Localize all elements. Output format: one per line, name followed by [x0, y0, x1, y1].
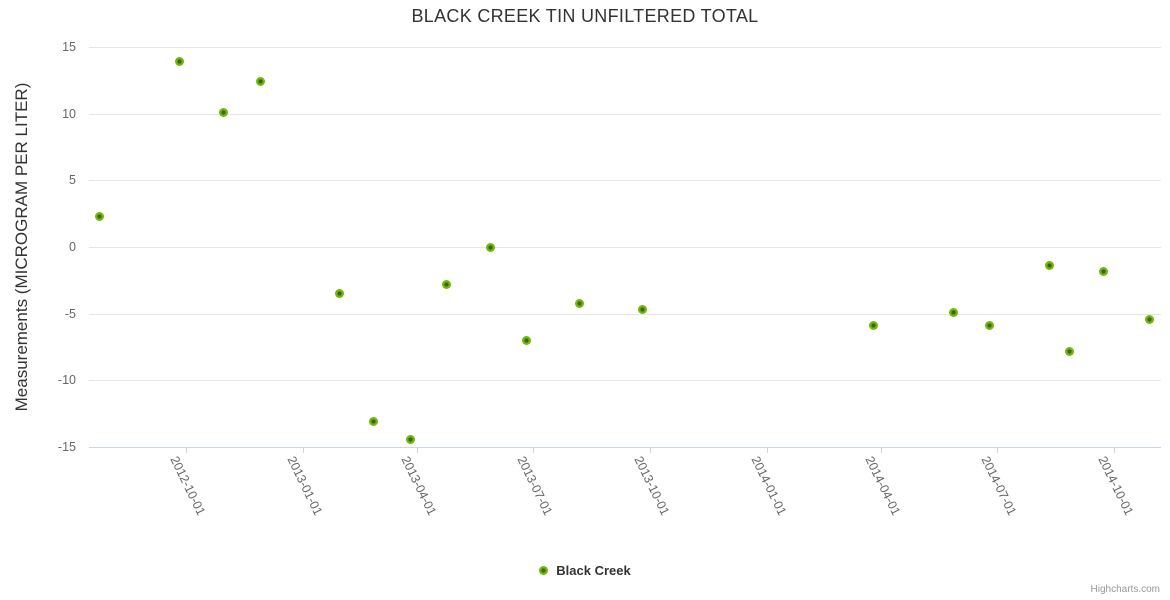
- x-axis-tick-mark: [532, 447, 534, 453]
- x-axis-tick-label: 2014-01-01: [748, 454, 789, 518]
- data-point[interactable]: [406, 434, 416, 444]
- y-axis-tick-label: 5: [69, 173, 76, 188]
- x-axis-tick-mark: [881, 447, 883, 453]
- y-gridline: [89, 47, 1161, 48]
- x-axis-tick-label: 2014-07-01: [978, 454, 1019, 518]
- data-point[interactable]: [94, 211, 104, 221]
- data-point[interactable]: [1044, 261, 1054, 271]
- highcharts-credits-link[interactable]: Highcharts.com: [1090, 584, 1160, 595]
- data-point[interactable]: [575, 298, 585, 308]
- x-axis-tick-mark: [185, 447, 187, 453]
- data-point[interactable]: [174, 57, 184, 67]
- x-axis-tick-label: 2013-07-01: [514, 454, 555, 518]
- y-gridline: [89, 180, 1161, 182]
- y-gridline: [89, 380, 1161, 382]
- x-axis-tick-label: 2013-04-01: [398, 454, 440, 518]
- y-gridline: [89, 113, 1161, 115]
- chart-title: BLACK CREEK TIN UNFILTERED TOTAL: [411, 6, 759, 26]
- legend: Black Creek: [0, 563, 1170, 578]
- legend-item-label: Black Creek: [556, 563, 631, 578]
- data-point[interactable]: [335, 289, 344, 299]
- data-point[interactable]: [441, 279, 451, 289]
- data-point[interactable]: [369, 417, 379, 427]
- data-point[interactable]: [637, 305, 647, 315]
- data-point[interactable]: [869, 321, 879, 331]
- data-point[interactable]: [1099, 266, 1109, 276]
- x-axis-tick-label: 2014-10-01: [1095, 454, 1136, 518]
- y-axis-tick-label: 10: [62, 106, 76, 121]
- data-point[interactable]: [521, 335, 531, 345]
- y-gridline: [89, 313, 1161, 315]
- data-point[interactable]: [1064, 346, 1074, 356]
- data-point[interactable]: [1145, 314, 1155, 324]
- x-axis-tick-mark: [1113, 447, 1115, 453]
- y-axis-tick-label: -15: [57, 440, 76, 454]
- x-axis-tick-label: 2012-10-01: [167, 454, 208, 518]
- y-axis-tick-label: 15: [62, 40, 76, 54]
- legend-item-black-creek[interactable]: Black Creek: [539, 563, 631, 578]
- data-point[interactable]: [256, 77, 266, 87]
- x-axis-line: [89, 447, 1161, 448]
- x-axis-tick-label: 2013-01-01: [284, 454, 325, 518]
- data-point[interactable]: [486, 242, 496, 252]
- x-axis-tick-mark: [766, 447, 768, 453]
- x-axis-tick-mark: [417, 447, 419, 453]
- x-axis-tick-mark: [302, 447, 304, 453]
- y-axis-tick-label: -10: [57, 373, 76, 388]
- x-axis-tick-mark: [996, 447, 998, 453]
- y-gridline: [89, 247, 1161, 248]
- x-axis-tick-mark: [649, 447, 651, 453]
- x-axis-tick-label: 2013-10-01: [631, 454, 672, 518]
- y-axis-tick-label: 0: [69, 240, 76, 254]
- data-point[interactable]: [949, 307, 959, 317]
- y-axis-tick-label: -5: [64, 306, 76, 321]
- x-axis-tick-label: 2014-04-01: [862, 454, 904, 518]
- series-marker-icon: [539, 566, 549, 575]
- data-point[interactable]: [984, 321, 994, 331]
- data-point[interactable]: [219, 107, 229, 117]
